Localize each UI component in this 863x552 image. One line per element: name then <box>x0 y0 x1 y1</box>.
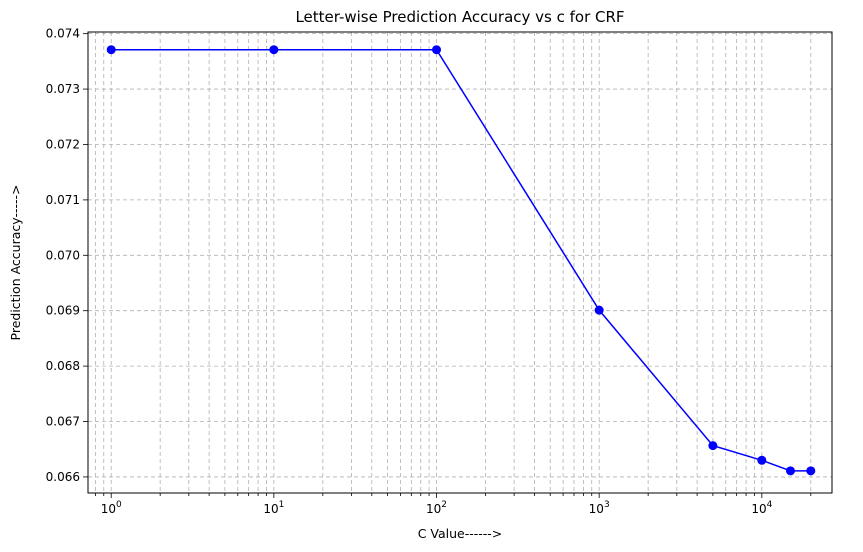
y-tick-label: 0.070 <box>46 248 80 262</box>
x-tick-label-exponent: 0 <box>116 500 122 510</box>
x-tick-label-base: 10 <box>751 502 766 516</box>
x-tick-label-exponent: 1 <box>279 500 285 510</box>
y-tick-label: 0.067 <box>46 415 80 429</box>
data-point-marker <box>106 45 116 55</box>
x-tick-label-base: 10 <box>426 502 441 516</box>
ticks-layer: 0.066 0.067 0.068 0.069 0.070 0.071 0.072 0.073… <box>46 27 812 516</box>
y-tick-label: 0.074 <box>46 27 80 41</box>
y-axis-label: Prediction Accuracy-----> <box>8 185 23 341</box>
plot-frame <box>87 31 833 494</box>
x-tick-label: 100 <box>101 500 122 516</box>
series-line <box>111 48 811 472</box>
x-tick-label-exponent: 3 <box>604 500 610 510</box>
x-tick-label-base: 10 <box>263 502 278 516</box>
x-tick-label-base: 10 <box>589 502 604 516</box>
y-tick-label: 0.066 <box>46 470 80 484</box>
y-tick-label: 0.071 <box>46 193 80 207</box>
data-point-marker <box>806 466 816 476</box>
x-tick-label: 101 <box>263 500 284 516</box>
data-point-marker <box>757 455 767 465</box>
data-point-marker <box>269 45 279 55</box>
y-tick-label: 0.068 <box>46 359 80 373</box>
x-tick-label: 102 <box>426 500 447 516</box>
data-point-marker <box>432 45 442 55</box>
series-layer <box>106 45 816 476</box>
y-tick-label: 0.073 <box>46 82 80 96</box>
x-tick-label: 103 <box>589 500 610 516</box>
data-point-marker <box>594 305 604 315</box>
x-axis-label: C Value------> <box>418 526 503 541</box>
x-tick-label-base: 10 <box>101 502 116 516</box>
x-tick-label-exponent: 2 <box>441 500 447 510</box>
x-tick-label-exponent: 4 <box>767 500 773 510</box>
x-tick-label: 104 <box>751 500 772 516</box>
grid-layer <box>88 32 832 493</box>
data-point-marker <box>708 441 718 451</box>
y-tick-label: 0.069 <box>46 304 80 318</box>
y-tick-label: 0.072 <box>46 137 80 151</box>
data-point-marker <box>785 466 795 476</box>
chart-title: Letter-wise Prediction Accuracy vs c for… <box>295 8 624 26</box>
